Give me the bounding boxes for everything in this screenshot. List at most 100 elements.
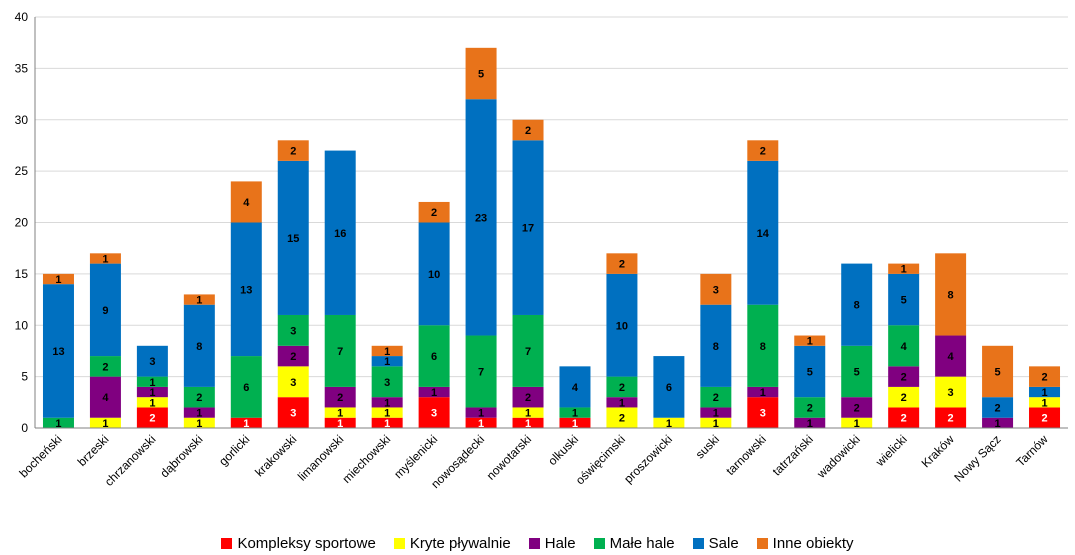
data-label: 5 xyxy=(478,69,484,81)
data-label: 2 xyxy=(525,392,531,404)
data-label: 2 xyxy=(290,146,296,158)
data-label: 1 xyxy=(1041,387,1047,399)
bar-segment xyxy=(277,140,309,161)
x-tick-label: proszowicki xyxy=(621,432,675,486)
bar-segment xyxy=(42,417,74,428)
data-label: 2 xyxy=(995,402,1001,414)
bar-segment xyxy=(418,386,450,398)
bar-segment xyxy=(324,150,356,315)
bars xyxy=(42,47,1061,428)
x-tick-label: miechowski xyxy=(340,432,394,486)
bar-segment xyxy=(982,345,1014,398)
bar-segment xyxy=(418,222,450,326)
bar-segment xyxy=(747,386,779,398)
x-tick-label: brzeski xyxy=(75,432,112,469)
data-label: 2 xyxy=(948,413,954,425)
data-label: 1 xyxy=(149,377,155,389)
bar-segment xyxy=(841,345,873,398)
bar-segment xyxy=(371,366,403,398)
data-label: 1 xyxy=(713,408,719,420)
legend-item: Małe hale xyxy=(593,535,675,552)
legend-label: Hale xyxy=(544,535,576,552)
bar-segment xyxy=(747,304,779,387)
legend-item: Kryte pływalnie xyxy=(393,535,511,552)
bar-segment xyxy=(183,386,215,408)
legend-swatch xyxy=(756,538,768,549)
bar-segment xyxy=(183,417,215,428)
data-label: 1 xyxy=(384,356,390,368)
bar-segment xyxy=(371,397,403,408)
bar-segment xyxy=(747,160,779,305)
x-tick-label: suski xyxy=(693,432,722,461)
data-label: 1 xyxy=(337,418,343,430)
data-label: 2 xyxy=(525,125,531,137)
data-label: 1 xyxy=(102,418,108,430)
bar-segment xyxy=(136,345,168,377)
bar-segment xyxy=(606,407,638,428)
bar-segment xyxy=(277,345,309,367)
data-label: 1 xyxy=(384,408,390,420)
bar-segment xyxy=(1029,366,1061,387)
data-label: 1 xyxy=(713,418,719,430)
data-label: 8 xyxy=(948,289,954,301)
x-tick-label: nowotarski xyxy=(484,432,534,482)
bar-segment xyxy=(89,376,121,418)
y-tick-label: 5 xyxy=(21,370,28,384)
data-label: 2 xyxy=(1041,413,1047,425)
bar-segment xyxy=(1029,386,1061,398)
bar-segment xyxy=(794,417,826,428)
data-label: 4 xyxy=(243,197,250,209)
bar-segment xyxy=(324,314,356,387)
data-label: 2 xyxy=(1041,372,1047,384)
bar-segment xyxy=(277,397,309,428)
data-label: 1 xyxy=(666,418,672,430)
data-label: 3 xyxy=(760,408,766,420)
data-label: 6 xyxy=(431,351,437,363)
bar-segment xyxy=(465,407,497,418)
legend-item: Sale xyxy=(692,535,739,552)
legend-swatch xyxy=(692,538,704,549)
data-label: 4 xyxy=(102,392,109,404)
legend-swatch xyxy=(528,538,540,549)
data-label: 4 xyxy=(572,382,579,394)
data-label: 8 xyxy=(760,341,766,353)
data-label: 2 xyxy=(149,413,155,425)
bar-segment xyxy=(89,356,121,377)
data-label: 14 xyxy=(757,228,770,240)
legend-label: Kryte pływalnie xyxy=(409,535,511,552)
bar-segment xyxy=(136,376,168,387)
data-label: 2 xyxy=(431,207,437,219)
bar-segment xyxy=(89,263,121,357)
legend-label: Kompleksy sportowe xyxy=(237,535,376,552)
data-label: 1 xyxy=(196,408,202,420)
data-label: 1 xyxy=(196,418,202,430)
data-label: 1 xyxy=(807,336,813,348)
bar-segment xyxy=(935,335,967,377)
legend-swatch xyxy=(593,538,605,549)
bar-segment xyxy=(42,284,74,418)
data-label: 17 xyxy=(522,223,534,235)
data-label: 1 xyxy=(149,387,155,399)
data-label: 2 xyxy=(807,402,813,414)
bar-segment xyxy=(1029,407,1061,428)
bar-segment xyxy=(277,160,309,315)
bar-segment xyxy=(653,356,685,418)
bar-segment xyxy=(277,366,309,398)
bar-segment xyxy=(230,356,262,418)
data-label: 7 xyxy=(337,346,343,358)
data-label: 7 xyxy=(525,346,531,358)
data-label: 1 xyxy=(431,387,437,399)
bar-segment xyxy=(794,335,826,346)
data-label: 1 xyxy=(619,397,625,409)
data-label: 1 xyxy=(102,253,108,265)
data-label: 1 xyxy=(384,418,390,430)
data-label: 1 xyxy=(572,408,578,420)
x-tick-label: wielicki xyxy=(872,432,909,469)
bar-segment xyxy=(89,417,121,428)
data-label: 2 xyxy=(196,392,202,404)
data-label: 1 xyxy=(337,408,343,420)
bar-segment xyxy=(700,304,732,387)
data-label: 1 xyxy=(572,418,578,430)
bar-segment xyxy=(982,417,1014,428)
